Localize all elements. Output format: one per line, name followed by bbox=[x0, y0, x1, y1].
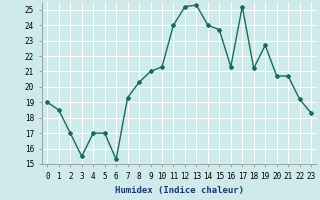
X-axis label: Humidex (Indice chaleur): Humidex (Indice chaleur) bbox=[115, 186, 244, 195]
